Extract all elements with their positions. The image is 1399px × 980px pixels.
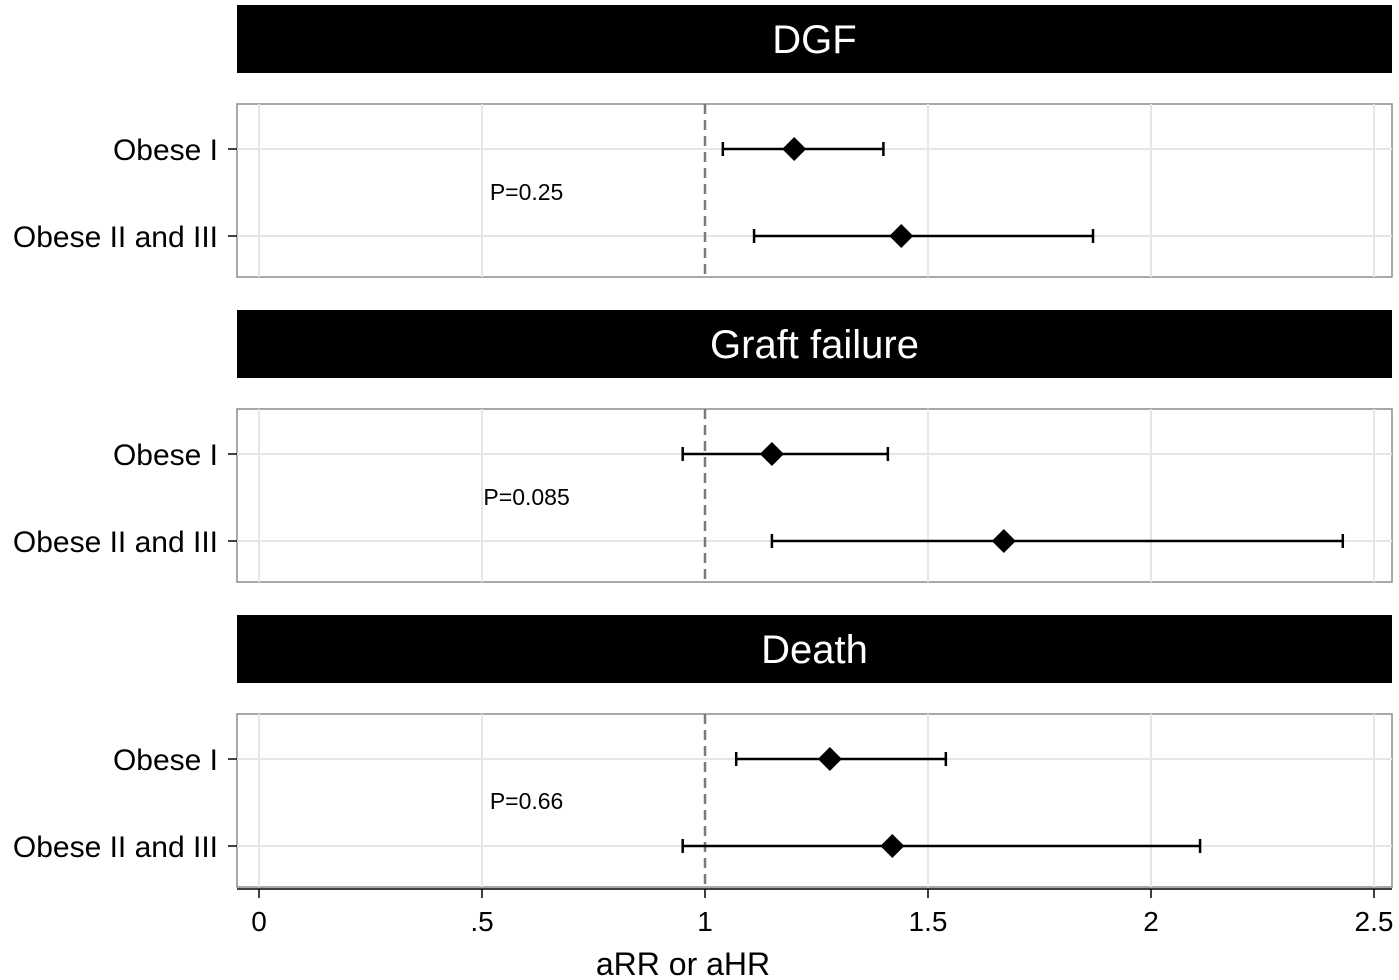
panel-header bbox=[237, 310, 1392, 378]
estimate-marker bbox=[759, 442, 784, 466]
p-value-annotation: P=0.25 bbox=[490, 179, 564, 205]
estimate-marker bbox=[782, 137, 807, 161]
y-tick-label: Obese II and III bbox=[13, 221, 218, 254]
x-tick-label: 1 bbox=[697, 906, 713, 937]
panel-header bbox=[237, 5, 1392, 73]
p-value-annotation: P=0.66 bbox=[490, 788, 564, 814]
x-tick-label: 0 bbox=[251, 906, 267, 937]
y-tick-label: Obese I bbox=[113, 134, 218, 167]
estimate-marker bbox=[817, 747, 842, 771]
y-tick-label: Obese II and III bbox=[13, 831, 218, 864]
x-tick-label: .5 bbox=[470, 906, 493, 937]
x-axis-label: aRR or aHR bbox=[596, 946, 770, 980]
panel-frame bbox=[236, 103, 1393, 278]
x-tick-label: 2.5 bbox=[1355, 906, 1394, 937]
y-tick-label: Obese I bbox=[113, 439, 218, 472]
estimate-marker bbox=[880, 834, 905, 858]
panel-header bbox=[237, 615, 1392, 683]
x-tick-label: 1.5 bbox=[909, 906, 948, 937]
y-tick-label: Obese I bbox=[113, 744, 218, 777]
estimate-marker bbox=[991, 529, 1016, 553]
panel-frame bbox=[236, 408, 1393, 583]
p-value-annotation: P=0.085 bbox=[483, 484, 569, 510]
panel-title: Death bbox=[761, 628, 868, 672]
x-tick-label: 2 bbox=[1143, 906, 1159, 937]
y-tick-label: Obese II and III bbox=[13, 526, 218, 559]
panel-frame bbox=[236, 713, 1393, 888]
estimate-marker bbox=[889, 224, 914, 248]
panel-title: Graft failure bbox=[710, 323, 919, 367]
panel-title: DGF bbox=[772, 18, 856, 62]
